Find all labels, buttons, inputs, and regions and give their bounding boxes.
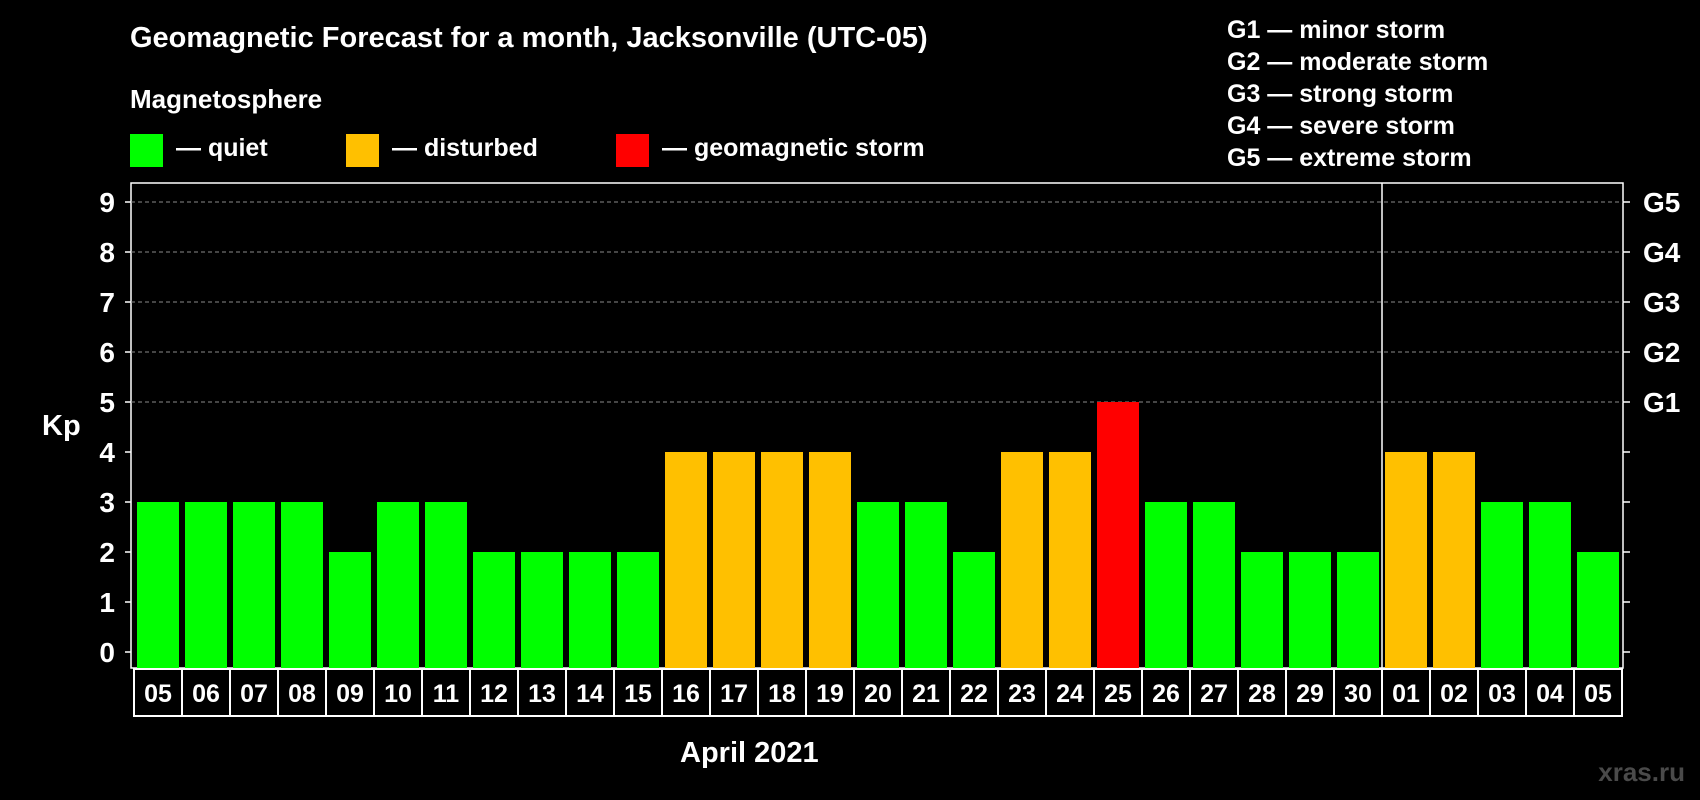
bar-12-7 [473, 552, 515, 668]
y-tick-label-9: 9 [99, 187, 115, 218]
date-label-29: 04 [1536, 680, 1564, 708]
right-tick-label-G2: G2 [1643, 337, 1680, 368]
bar-23-18 [1001, 452, 1043, 668]
right-tick-label-G5: G5 [1643, 187, 1680, 218]
date-label-18: 23 [1008, 680, 1036, 708]
y-tick-label-4: 4 [99, 437, 115, 468]
date-label-23: 28 [1248, 680, 1276, 708]
date-label-22: 27 [1200, 680, 1228, 708]
date-label-4: 09 [336, 680, 364, 708]
bar-24-19 [1049, 452, 1091, 668]
bar-19-14 [809, 452, 851, 668]
bar-30-25 [1337, 552, 1379, 668]
bar-09-4 [329, 552, 371, 668]
x-axis-label: April 2021 [680, 737, 819, 769]
date-label-2: 07 [240, 680, 268, 708]
bar-08-3 [281, 502, 323, 668]
y-tick-label-3: 3 [99, 487, 115, 518]
right-tick-label-G3: G3 [1643, 287, 1680, 318]
bar-03-28 [1481, 502, 1523, 668]
storm-scale-g1: G1 — minor storm [1227, 16, 1446, 44]
chart-title: Geomagnetic Forecast for a month, Jackso… [130, 22, 928, 54]
bar-06-1 [185, 502, 227, 668]
date-label-5: 10 [384, 680, 412, 708]
bar-07-2 [233, 502, 275, 668]
bar-22-17 [953, 552, 995, 668]
bar-10-5 [377, 502, 419, 668]
date-label-15: 20 [864, 680, 892, 708]
y-tick-label-2: 2 [99, 537, 115, 568]
bar-02-27 [1433, 452, 1475, 668]
date-label-28: 03 [1488, 680, 1516, 708]
date-label-12: 17 [720, 680, 748, 708]
bar-17-12 [713, 452, 755, 668]
date-axis-box [133, 668, 1623, 717]
date-label-16: 21 [912, 680, 940, 708]
bar-26-21 [1145, 502, 1187, 668]
storm-scale-g4: G4 — severe storm [1227, 112, 1455, 140]
y-tick-label-1: 1 [99, 587, 115, 618]
date-label-1: 06 [192, 680, 220, 708]
bar-05-0 [137, 502, 179, 668]
date-label-17: 22 [960, 680, 988, 708]
y-tick-label-6: 6 [99, 337, 115, 368]
right-tick-label-G4: G4 [1643, 237, 1681, 268]
date-label-27: 02 [1440, 680, 1468, 708]
date-label-10: 15 [624, 680, 652, 708]
y-axis-label: Kp [42, 410, 81, 442]
bar-20-15 [857, 502, 899, 668]
right-tick-label-G1: G1 [1643, 387, 1680, 418]
date-label-11: 16 [672, 680, 700, 708]
date-label-13: 18 [768, 680, 796, 708]
bar-11-6 [425, 502, 467, 668]
date-label-21: 26 [1152, 680, 1180, 708]
bar-21-16 [905, 502, 947, 668]
y-tick-label-7: 7 [99, 287, 115, 318]
bar-18-13 [761, 452, 803, 668]
date-label-24: 29 [1296, 680, 1324, 708]
date-label-9: 14 [576, 680, 604, 708]
bar-14-9 [569, 552, 611, 668]
date-label-0: 05 [144, 680, 172, 708]
bar-27-22 [1193, 502, 1235, 668]
storm-scale-g5: G5 — extreme storm [1227, 144, 1472, 172]
storm-scale-legend: G1 — minor storm G2 — moderate storm G3 … [1227, 14, 1488, 174]
y-tick-label-5: 5 [99, 387, 115, 418]
y-tick-label-8: 8 [99, 237, 115, 268]
legend-swatch-quiet [130, 134, 163, 167]
watermark: xras.ru [1598, 757, 1685, 787]
y-tick-label-0: 0 [99, 637, 115, 668]
date-label-20: 25 [1104, 680, 1132, 708]
bar-28-23 [1241, 552, 1283, 668]
date-label-30: 05 [1584, 680, 1612, 708]
date-label-25: 30 [1344, 680, 1372, 708]
legend-label-disturbed: — disturbed [392, 134, 538, 162]
bar-13-8 [521, 552, 563, 668]
legend-subtitle: Magnetosphere [130, 84, 323, 114]
date-label-14: 19 [816, 680, 844, 708]
bar-25-20 [1097, 402, 1139, 668]
date-label-26: 01 [1392, 680, 1420, 708]
legend-label-storm: — geomagnetic storm [662, 134, 925, 162]
date-label-6: 11 [433, 680, 460, 708]
date-label-3: 08 [288, 680, 316, 708]
bar-05-30 [1577, 552, 1619, 668]
legend-swatch-disturbed [346, 134, 379, 167]
bar-29-24 [1289, 552, 1331, 668]
bar-15-10 [617, 552, 659, 668]
bar-16-11 [665, 452, 707, 668]
bar-04-29 [1529, 502, 1571, 668]
date-label-8: 13 [528, 680, 556, 708]
storm-scale-g3: G3 — strong storm [1227, 80, 1454, 108]
legend-label-quiet: — quiet [176, 134, 268, 162]
bar-01-26 [1385, 452, 1427, 668]
date-label-19: 24 [1056, 680, 1084, 708]
storm-scale-g2: G2 — moderate storm [1227, 48, 1489, 76]
legend-swatch-storm [616, 134, 649, 167]
date-label-7: 12 [480, 680, 508, 708]
